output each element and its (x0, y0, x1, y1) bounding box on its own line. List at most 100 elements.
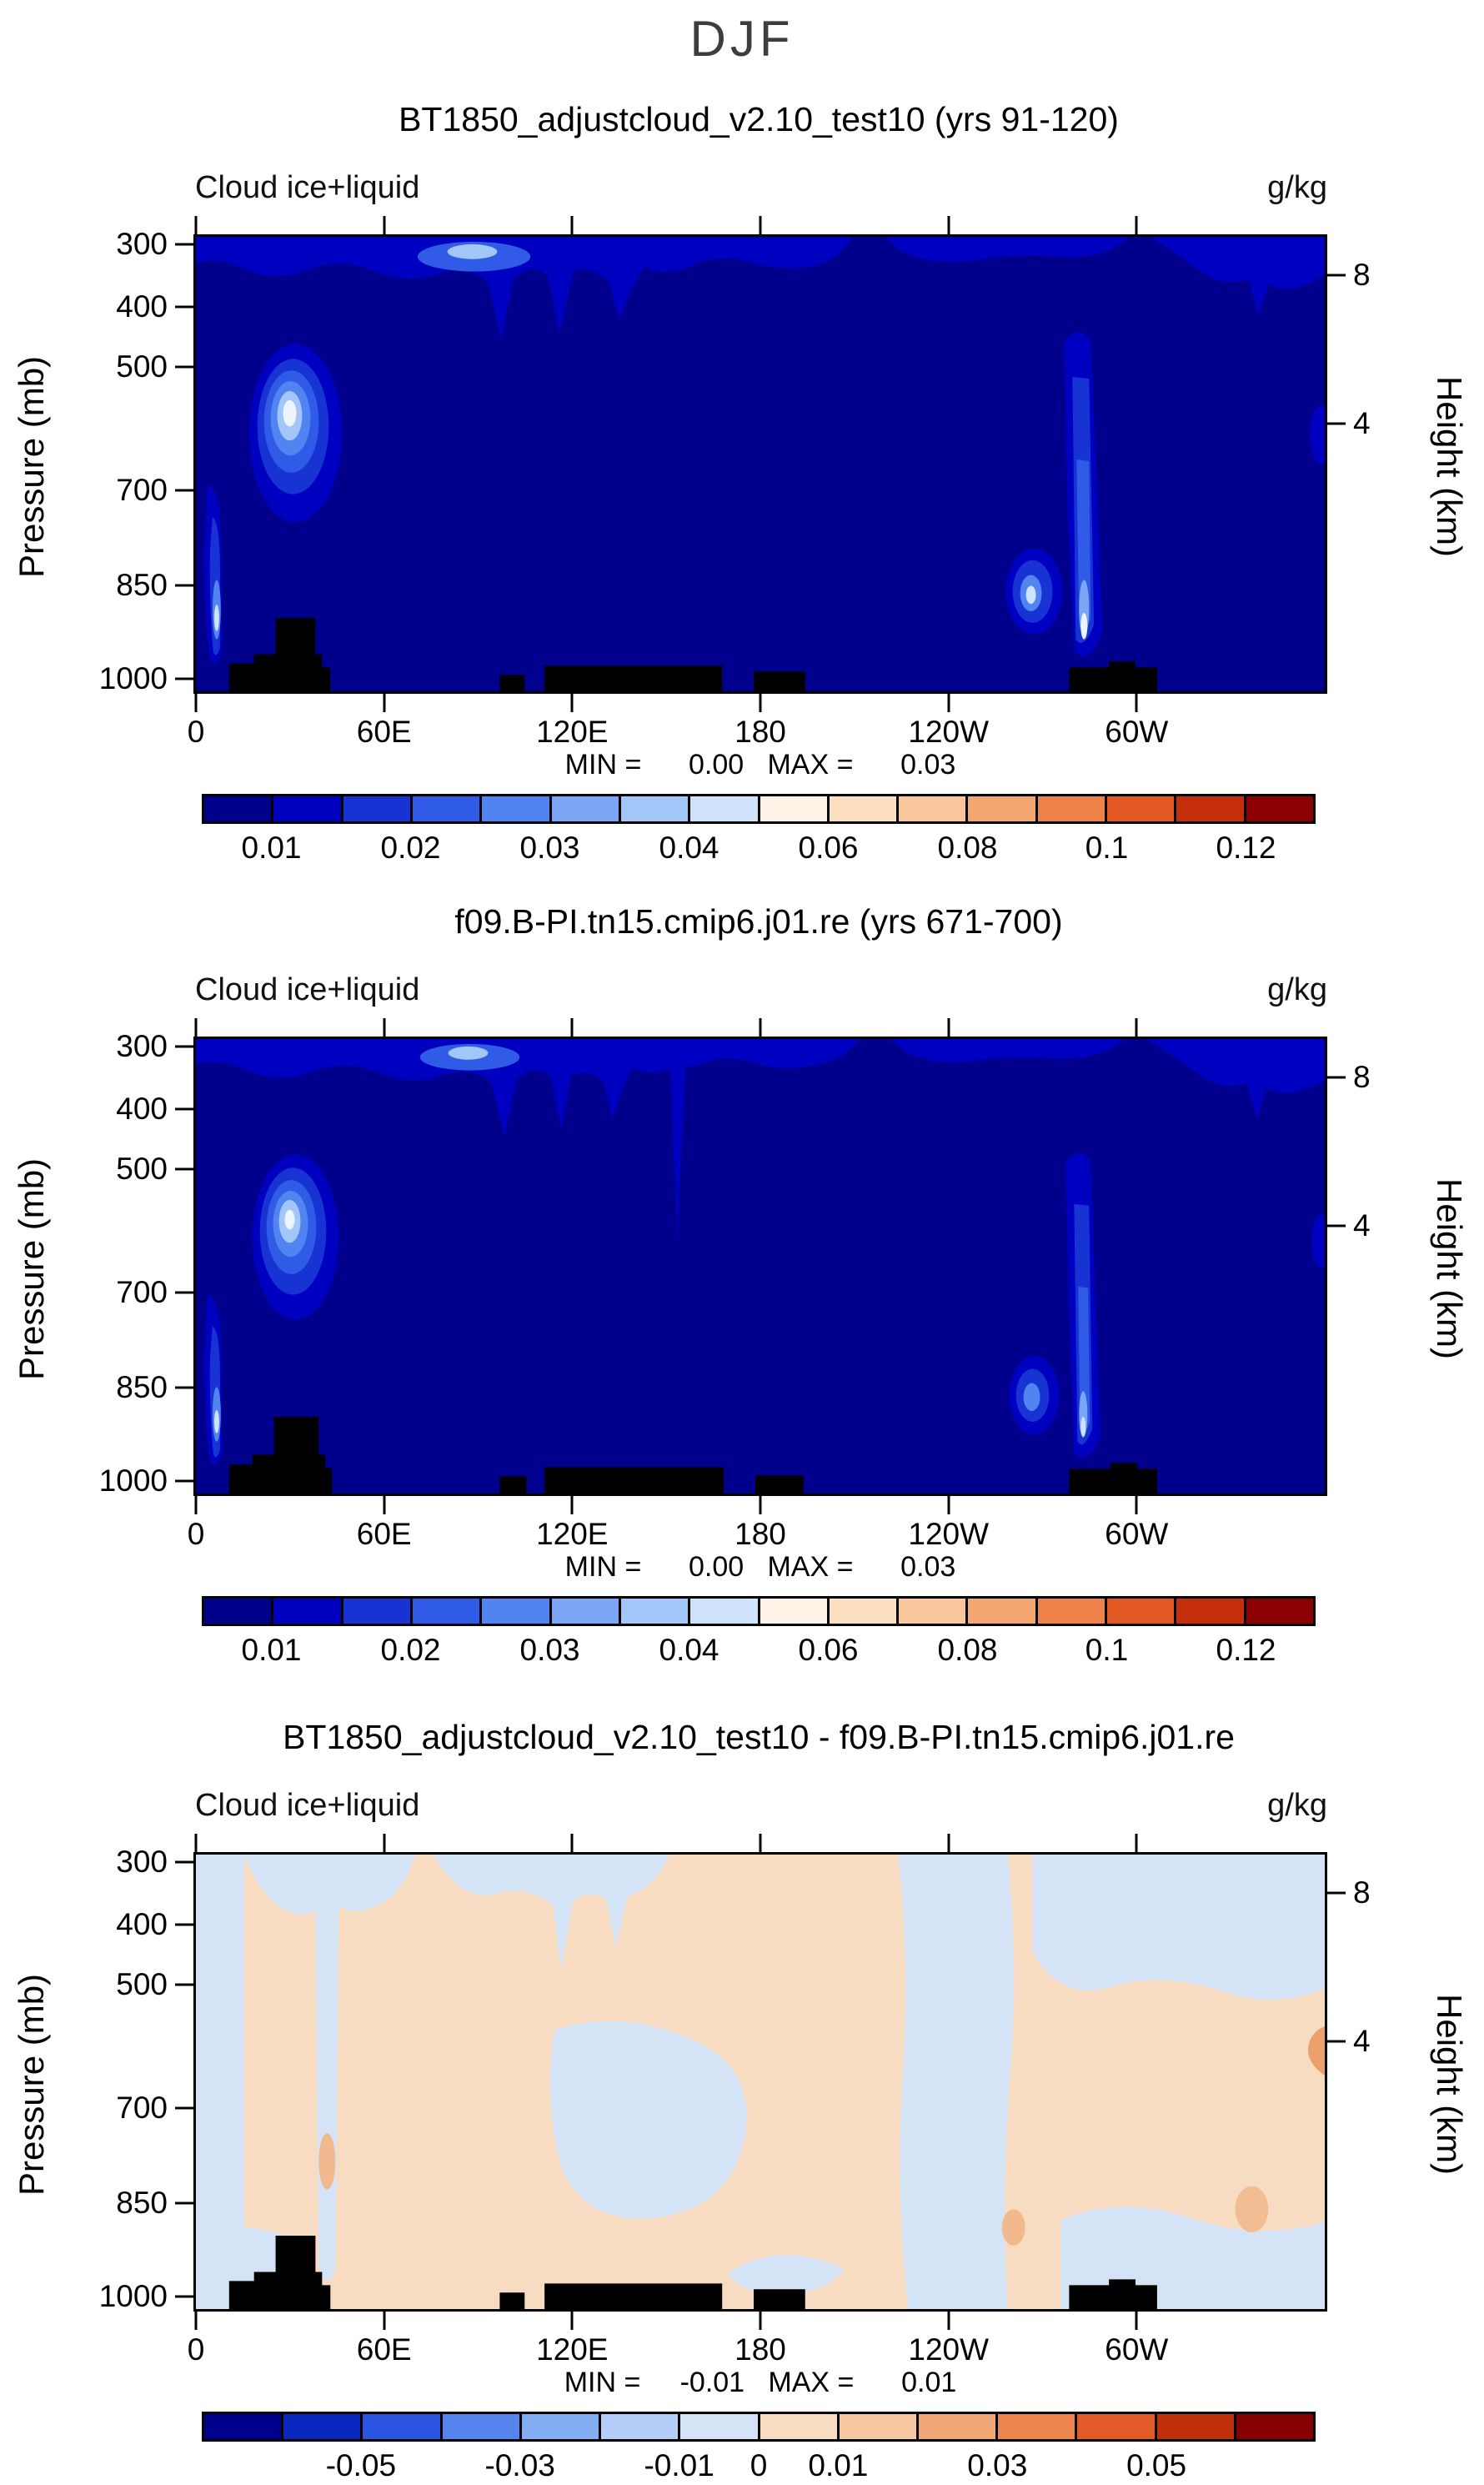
colorbar-tick-label: 0.05 (1126, 2448, 1187, 2482)
pressure-tick-mark (175, 305, 193, 309)
x-tick-mark-top (194, 1018, 198, 1037)
colorbar-segment (968, 1599, 1038, 1624)
colorbar: 0.01 0.02 0.03 0.04 0.06 0.08 0.1 0.12 (202, 1596, 1316, 1667)
colorbar-tick-label: 0.01 (241, 831, 302, 865)
colorbar-tick-label: 0.04 (659, 1633, 719, 1667)
colorbar-tick-label: 0.08 (937, 1633, 998, 1667)
colorbar-tick-label: 0 (750, 2448, 768, 2482)
pressure-tick-label: 400 (116, 1092, 168, 1127)
minmax-readout: MIN = -0.01 MAX = 0.01 (564, 2367, 957, 2398)
pressure-axis-title: Pressure (mb) (12, 1157, 51, 1380)
colorbar-segment (482, 796, 552, 821)
x-tick-mark-top (1135, 1834, 1138, 1852)
x-tick-mark-top (947, 1834, 950, 1852)
colorbar-segment (899, 1599, 969, 1624)
subtitle-row: Cloud ice+liquid g/kg (193, 1788, 1327, 1826)
x-tick-label: 60W (1105, 2332, 1169, 2367)
colorbar-segment (760, 1599, 830, 1624)
subtitle-row: Cloud ice+liquid g/kg (193, 170, 1327, 208)
x-tick-mark-top (383, 216, 386, 234)
colorbar-segments (202, 2412, 1316, 2442)
colorbar-segment (1077, 2414, 1157, 2439)
colorbar-segment (343, 796, 413, 821)
topography (228, 2235, 1157, 2309)
pressure-tick-mark (175, 1107, 193, 1111)
colorbar-segment (204, 1599, 274, 1624)
topography (228, 617, 1157, 691)
colorbar-segment (968, 796, 1038, 821)
x-tick-mark-bottom (1135, 2312, 1138, 2330)
pressure-tick-label: 400 (116, 1907, 168, 1942)
colorbar-tick-label: 0.02 (380, 1633, 441, 1667)
colorbar-tick-label: -0.03 (484, 2448, 555, 2482)
panel-top: BT1850_adjustcloud_v2.10_test10 (yrs 91-… (0, 92, 1484, 867)
x-tick-mark-bottom (194, 694, 198, 712)
x-tick-label: 180 (734, 2332, 786, 2367)
colorbar-tick-label: 0.01 (808, 2448, 869, 2482)
pressure-tick-label: 500 (116, 1967, 168, 2002)
topography (228, 1417, 1157, 1494)
x-tick-label: 60E (356, 715, 412, 749)
colorbar-segment (601, 2414, 681, 2439)
x-tick-mark-top (947, 1018, 950, 1037)
upper-level-cloud-band (196, 237, 1325, 340)
field-label: Cloud ice+liquid (195, 1788, 420, 1823)
x-tick-mark-bottom (947, 1496, 950, 1514)
pressure-tick-mark (175, 243, 193, 246)
pressure-tick-label: 400 (116, 289, 168, 324)
colorbar: -0.05 -0.03 -0.01 0 0.01 0.03 0.05 (202, 2412, 1316, 2482)
pressure-tick-label: 700 (116, 2091, 168, 2126)
panel-title: f09.B-PI.tn15.cmip6.j01.re (yrs 671-700) (454, 902, 1063, 941)
x-tick-mark-bottom (194, 1496, 198, 1514)
minmax-readout: MIN = 0.00 MAX = 0.03 (564, 1551, 956, 1583)
colorbar-tick-label: 0.03 (967, 2448, 1028, 2482)
colorbar-segment (829, 796, 900, 821)
height-tick-mark (1327, 1224, 1346, 1227)
pressure-tick-mark (175, 489, 193, 492)
plot-area: 0 60E 120E 180 120W 60W 300 400 500 700 850 1000 8 4 (99, 216, 1371, 749)
height-tick-label: 8 (1353, 258, 1371, 293)
plot-area: 0 60E 120E 180 120W 60W 300 400 500 700 850 1000 8 4 (99, 1018, 1371, 1551)
x-tick-label: 60E (356, 1517, 412, 1551)
near-surface-maximum-5E (203, 1294, 223, 1465)
minmax-readout: MIN = 0.00 MAX = 0.03 (564, 749, 956, 781)
pressure-tick-mark (175, 1291, 193, 1294)
pressure-tick-mark (175, 677, 193, 680)
colorbar-segment (442, 2414, 522, 2439)
x-tick-label: 60W (1105, 715, 1169, 749)
x-tick-label: 180 (734, 715, 786, 749)
colorbar-segment (899, 796, 969, 821)
units-label: g/kg (1267, 1788, 1327, 1823)
colorbar-segment (482, 1599, 552, 1624)
pressure-tick-label: 1000 (98, 2279, 168, 2314)
colorbar-segment (273, 796, 343, 821)
pressure-tick-label: 300 (116, 226, 168, 261)
pressure-tick-mark (175, 365, 193, 369)
colorbar-segment (1176, 1599, 1246, 1624)
height-tick-label: 4 (1353, 2023, 1371, 2058)
colorbar-segment (918, 2414, 999, 2439)
pressure-tick-mark (175, 2106, 193, 2110)
colorbar-segment (1236, 2414, 1314, 2439)
plume-150W (1005, 332, 1325, 656)
field-label: Cloud ice+liquid (195, 170, 420, 205)
colorbar-segment (760, 2414, 840, 2439)
colorbar-tick-label: 0.06 (798, 831, 859, 865)
colorbar-segment (680, 2414, 760, 2439)
midlevel-maximum-30E (252, 1154, 339, 1320)
x-tick-mark-top (1135, 216, 1138, 234)
colorbar-segment (690, 796, 760, 821)
pressure-tick-label: 500 (116, 1152, 168, 1187)
midlevel-maximum-30E (248, 344, 343, 523)
x-tick-label: 120W (908, 2332, 990, 2367)
colorbar-segments (202, 1596, 1316, 1626)
units-label: g/kg (1267, 170, 1327, 205)
panel-middle: f09.B-PI.tn15.cmip6.j01.re (yrs 671-700)… (0, 894, 1484, 1669)
pressure-tick-mark (175, 1045, 193, 1048)
plume-150W (1009, 1152, 1325, 1458)
height-axis-title: Height (km) (1430, 1993, 1469, 2176)
colorbar-segment (204, 796, 274, 821)
units-label: g/kg (1267, 972, 1327, 1007)
x-tick-label: 180 (734, 1517, 786, 1551)
